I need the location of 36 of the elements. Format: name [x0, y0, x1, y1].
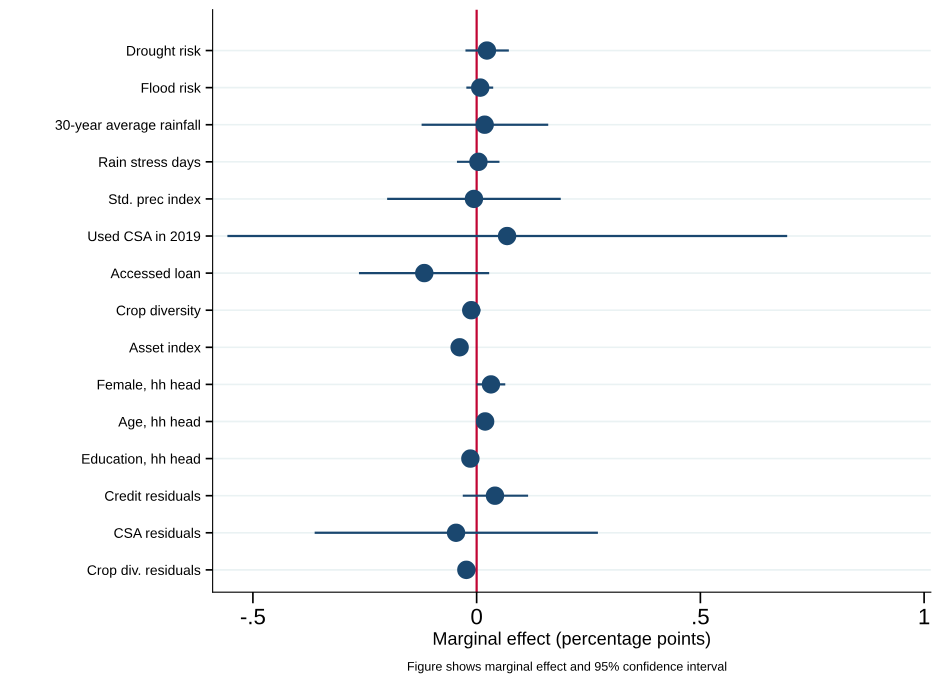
y-tick-label: Asset index: [129, 342, 201, 352]
y-tick-label: Rain stress days: [99, 156, 200, 170]
x-tick-label: 0: [471, 608, 482, 624]
x-axis-title: Marginal effect (percentage points): [434, 632, 710, 648]
y-tick-label: Std. prec index: [108, 194, 201, 207]
y-tick-label: Education, hh head: [82, 454, 200, 466]
y-tick-label: Flood risk: [142, 82, 201, 93]
point: [475, 116, 494, 134]
point: [469, 152, 488, 172]
point: [450, 338, 469, 357]
x-tick-label: -.5: [240, 608, 265, 624]
point: [482, 375, 500, 394]
point: [498, 226, 516, 246]
x-tick-label: 1: [920, 608, 930, 624]
point: [462, 301, 480, 320]
text: Figure shows marginal effect and 95% confidence interval: [408, 662, 726, 674]
point: [476, 412, 494, 431]
y-tick-label: CSA residuals: [114, 528, 200, 538]
y-tick-label: Crop diversity: [116, 305, 201, 318]
point: [471, 78, 490, 97]
x-tick-label: .5: [693, 608, 709, 624]
y-tick-label: 30-year average rainfall: [55, 120, 200, 133]
point: [446, 524, 466, 542]
y-tick-label: Female, hh head: [98, 379, 200, 392]
point: [457, 560, 476, 580]
y-tick-label: Age, hh head: [118, 416, 200, 430]
point: [461, 449, 480, 468]
point: [486, 486, 504, 505]
y-tick-label: Accessed loan: [110, 268, 200, 278]
y-tick-label: Drought risk: [127, 46, 201, 58]
y-tick-label: Crop div. residuals: [88, 564, 200, 578]
y-tick-label: Credit residuals: [105, 490, 200, 501]
point: [464, 190, 484, 208]
point: [415, 264, 434, 282]
point: [478, 41, 496, 60]
y-tick-label: Used CSA in 2019: [88, 230, 200, 242]
